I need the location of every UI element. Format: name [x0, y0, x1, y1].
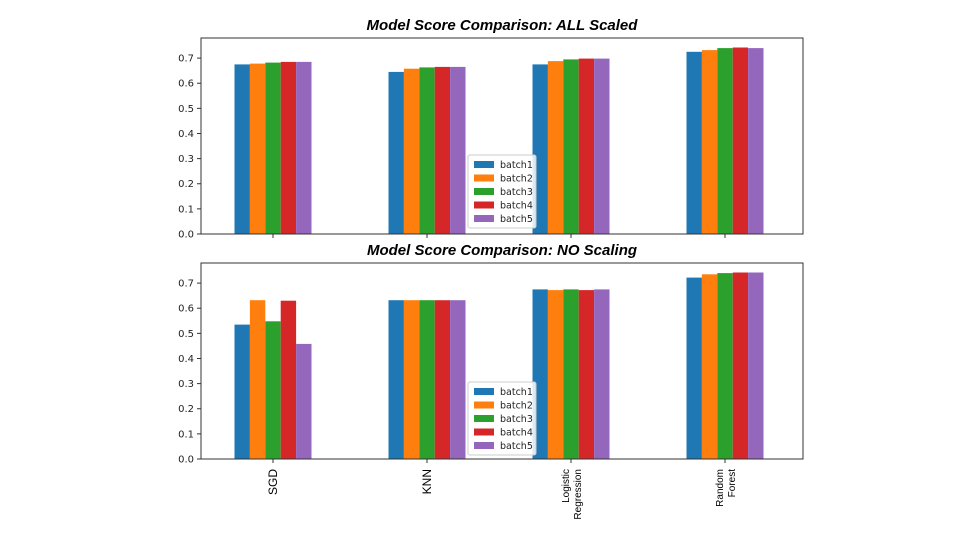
y-tick-label: 0.4 — [178, 129, 194, 140]
bar-batch5-sgd — [296, 343, 312, 459]
legend-box — [467, 381, 537, 456]
legend-label-batch2: batch2 — [500, 174, 533, 185]
bar-batch3-random-forest — [717, 273, 733, 459]
bar-batch3-knn — [419, 67, 435, 235]
legend-label-batch4: batch4 — [500, 201, 533, 212]
bar-batch2-random-forest — [701, 274, 718, 459]
legend-label-batch5: batch5 — [500, 441, 533, 452]
legend-swatch-batch1 — [474, 161, 494, 168]
legend: batch1 batch2 batch3 batch4 batch5 — [467, 381, 537, 456]
bar-batch4-knn — [434, 66, 451, 235]
legend-swatch-batch3 — [474, 188, 494, 195]
legend-label-batch3: batch3 — [500, 414, 533, 425]
chart-title: Model Score Comparison: NO Scaling — [367, 242, 637, 259]
chart-panel-no-scaling: Model Score Comparison: NO Scaling 0.0 0.1… — [178, 242, 804, 520]
bar-batch2-knn — [403, 68, 420, 234]
y-tick-label: 0.5 — [178, 104, 194, 115]
y-tick-label: 0.3 — [178, 154, 194, 165]
bar-batch1-knn — [388, 300, 404, 459]
bar-batch5-knn — [450, 300, 466, 459]
bar-batch4-random-forest — [732, 47, 749, 234]
y-tick-label: 0.1 — [178, 429, 194, 440]
y-tick-label: 0.5 — [178, 329, 194, 340]
y-tick-label: 0.0 — [178, 455, 194, 466]
bar-batch4-sgd — [280, 61, 297, 235]
bar-batch3-sgd — [265, 62, 281, 234]
legend-label-batch3: batch3 — [500, 187, 533, 198]
bar-batch4-sgd — [280, 300, 297, 459]
legend-swatch-batch4 — [474, 201, 494, 209]
bar-batch4-logistic-regression — [578, 58, 595, 234]
legend-label-batch4: batch4 — [500, 428, 533, 439]
y-tick-label: 0.7 — [178, 54, 194, 65]
legend-box — [467, 154, 537, 229]
y-tick-label: 0.2 — [178, 179, 194, 190]
bar-batch1-sgd — [234, 64, 250, 235]
plot-frame — [200, 262, 804, 460]
bar-batch1-sgd — [234, 324, 250, 459]
bar-batch5-knn — [450, 66, 466, 235]
bar-batch3-logistic-regression — [563, 59, 579, 235]
bar-batch2-knn — [403, 300, 420, 459]
x-tick-label: KNN — [420, 469, 434, 494]
chart-title: Model Score Comparison: ALL Scaled — [367, 17, 639, 34]
chart-panel-all-scaled: Model Score Comparison: ALL Scaled 0.0 0.1… — [178, 17, 804, 241]
y-tick-label: 0.1 — [178, 204, 194, 215]
bar-batch3-knn — [419, 300, 435, 459]
bar-batch2-sgd — [249, 63, 266, 234]
y-tick-label: 0.3 — [178, 379, 194, 390]
y-tick-label: 0.2 — [178, 404, 194, 415]
bar-batch5-logistic-regression — [594, 58, 610, 234]
x-tick-label: SGD — [266, 469, 280, 495]
legend-swatch-batch3 — [474, 415, 494, 422]
legend-swatch-batch1 — [474, 388, 494, 395]
bar-batch2-random-forest — [701, 50, 718, 234]
legend-label-batch1: batch1 — [500, 160, 533, 171]
plot-frame — [200, 37, 804, 235]
bar-batch2-logistic-regression — [547, 290, 564, 459]
bar-batch1-random-forest — [686, 51, 702, 234]
bar-batch2-logistic-regression — [547, 61, 564, 234]
bar-batch5-random-forest — [748, 272, 764, 459]
y-tick-label: 0.4 — [178, 354, 194, 365]
legend-swatch-batch2 — [474, 174, 494, 182]
bar-batch4-random-forest — [732, 272, 749, 459]
bar-batch4-knn — [434, 300, 451, 459]
legend-swatch-batch2 — [474, 401, 494, 409]
bar-batch4-logistic-regression — [578, 290, 595, 459]
y-tick-label: 0.6 — [178, 304, 194, 315]
bar-batch1-knn — [388, 71, 404, 235]
bar-batch5-random-forest — [748, 48, 764, 234]
legend-label-batch5: batch5 — [500, 214, 533, 225]
y-tick-label: 0.7 — [178, 279, 194, 290]
y-tick-label: 0.6 — [178, 79, 194, 90]
bar-batch3-logistic-regression — [563, 289, 579, 459]
bar-batch3-sgd — [265, 321, 281, 459]
legend-label-batch1: batch1 — [500, 387, 533, 398]
x-tick-label: LogisticRegression — [561, 469, 584, 520]
legend: batch1 batch2 batch3 batch4 batch5 — [467, 154, 537, 229]
bar-batch5-sgd — [296, 61, 312, 235]
bar-batch1-random-forest — [686, 277, 702, 459]
y-tick-label: 0.0 — [178, 230, 194, 241]
bar-batch5-logistic-regression — [594, 289, 610, 459]
legend-label-batch2: batch2 — [500, 401, 533, 412]
legend-swatch-batch4 — [474, 428, 494, 436]
x-tick-label: RandomForest — [715, 469, 738, 507]
bar-batch2-sgd — [249, 300, 266, 459]
legend-swatch-batch5 — [474, 442, 494, 449]
legend-swatch-batch5 — [474, 215, 494, 222]
bar-batch3-random-forest — [717, 48, 733, 234]
